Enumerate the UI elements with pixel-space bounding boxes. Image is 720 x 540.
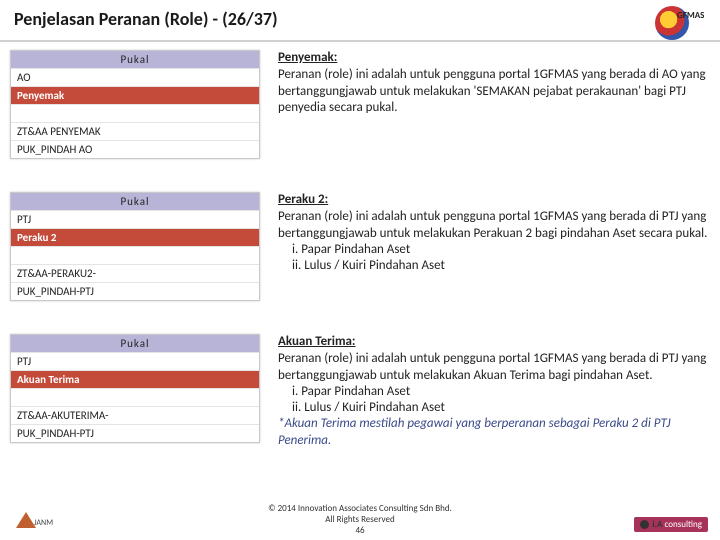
role-card: PukalPTJPeraku 2 ZT&AA-PERAKU2-PUK_PINDA… (10, 192, 260, 301)
description-heading: Akuan Terima: (278, 334, 710, 350)
copyright-text: © 2014 Innovation Associates Consulting … (268, 503, 452, 514)
list-item: ii. Lulus / Kuiri Pindahan Aset (292, 258, 710, 274)
description-block: Penyemak:Peranan (role) ini adalah untuk… (278, 50, 710, 116)
content-row: PukalAOPenyemak ZT&AA PENYEMAKPUK_PINDAH… (10, 50, 710, 159)
card-line (11, 246, 259, 264)
card-line: PUK_PINDAH-PTJ (11, 282, 259, 300)
card-line: ZT&AA-PERAKU2- (11, 264, 259, 282)
description-heading: Penyemak: (278, 50, 710, 66)
logo-text: GFMAS (677, 10, 704, 21)
description-list: i. Papar Pindahan Asetii. Lulus / Kuiri … (292, 384, 710, 417)
card-header: Pukal (11, 51, 259, 68)
list-item: ii. Lulus / Kuiri Pindahan Aset (292, 400, 710, 416)
card-line: ZT&AA-AKUTERIMA- (11, 406, 259, 424)
card-line: PUK_PINDAH AO (11, 140, 259, 158)
card-line (11, 388, 259, 406)
list-item: i. Papar Pindahan Aset (292, 384, 710, 400)
logo-gfmas: GFMAS (655, 4, 710, 42)
page-number: 46 (355, 525, 364, 536)
card-line: AO (11, 68, 259, 86)
description-heading: Peraku 2: (278, 192, 710, 208)
role-card: PukalPTJAkuan Terima ZT&AA-AKUTERIMA-PUK… (10, 334, 260, 443)
card-line-highlight: Penyemak (11, 86, 259, 104)
rights-text: All Rights Reserved (325, 514, 394, 525)
card-line: PTJ (11, 352, 259, 370)
card-line: PUK_PINDAH-PTJ (11, 424, 259, 442)
card-line: ZT&AA PENYEMAK (11, 122, 259, 140)
title-underline (0, 40, 720, 42)
card-line-highlight: Peraku 2 (11, 228, 259, 246)
content-row: PukalPTJAkuan Terima ZT&AA-AKUTERIMA-PUK… (10, 334, 710, 449)
card-header: Pukal (11, 193, 259, 210)
description-block: Akuan Terima:Peranan (role) ini adalah u… (278, 334, 710, 449)
slide-title: Penjelasan Peranan (Role) - (26/37) (14, 8, 278, 30)
card-line-highlight: Akuan Terima (11, 370, 259, 388)
description-block: Peraku 2:Peranan (role) ini adalah untuk… (278, 192, 710, 274)
card-header: Pukal (11, 335, 259, 352)
description-body: Peranan (role) ini adalah untuk pengguna… (278, 67, 710, 116)
description-list: i. Papar Pindahan Asetii. Lulus / Kuiri … (292, 242, 710, 275)
footer-right-label: consulting (665, 519, 703, 530)
description-note: *Akuan Terima mestilah pegawai yang berp… (278, 416, 710, 449)
list-item: i. Papar Pindahan Aset (292, 242, 710, 258)
dot-icon (640, 520, 649, 529)
description-body: Peranan (role) ini adalah untuk pengguna… (278, 209, 710, 242)
card-line: PTJ (11, 210, 259, 228)
role-card: PukalAOPenyemak ZT&AA PENYEMAKPUK_PINDAH… (10, 50, 260, 159)
content-row: PukalPTJPeraku 2 ZT&AA-PERAKU2-PUK_PINDA… (10, 192, 710, 301)
card-line (11, 104, 259, 122)
footer-logo-right: i.A consulting (634, 517, 708, 532)
description-body: Peranan (role) ini adalah untuk pengguna… (278, 351, 710, 384)
footer-text: © 2014 Innovation Associates Consulting … (0, 503, 720, 536)
